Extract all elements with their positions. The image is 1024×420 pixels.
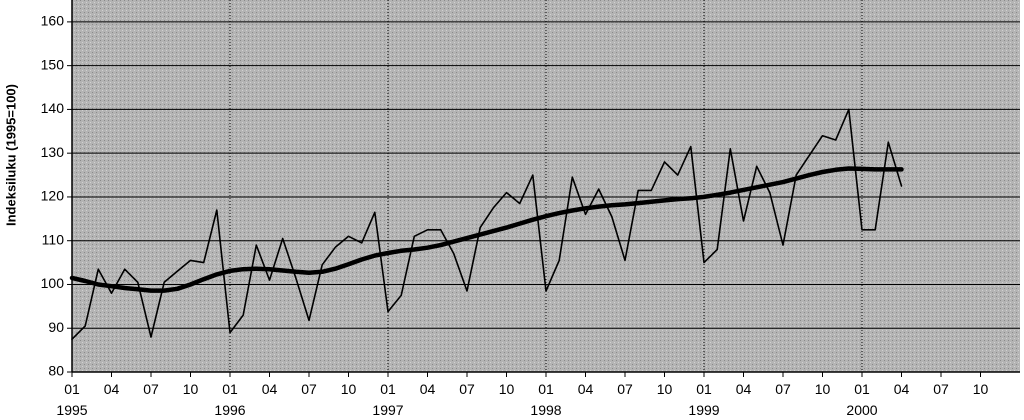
x-tick-label: 04: [420, 381, 436, 397]
x-tick-label: 04: [262, 381, 278, 397]
x-tick-label: 07: [933, 381, 949, 397]
y-tick-label: 160: [41, 13, 65, 29]
x-tick-label: 01: [696, 381, 712, 397]
x-year-label: 2000: [846, 402, 877, 418]
y-axis-label: Indeksiluku (1995=100): [3, 84, 18, 226]
x-year-label: 1996: [214, 402, 245, 418]
x-tick-label: 10: [499, 381, 515, 397]
x-year-label: 1998: [530, 402, 561, 418]
x-tick-label: 10: [183, 381, 199, 397]
x-tick-label: 04: [578, 381, 594, 397]
x-tick-label: 01: [538, 381, 554, 397]
x-tick-label: 07: [459, 381, 475, 397]
x-tick-label: 10: [973, 381, 989, 397]
x-tick-label: 01: [380, 381, 396, 397]
series-line-trend: [69, 166, 904, 293]
x-tick-label: 01: [222, 381, 238, 397]
x-tick-label: 01: [854, 381, 870, 397]
x-year-label: 1997: [372, 402, 403, 418]
y-tick-label: 120: [41, 188, 65, 204]
y-tick-label: 140: [41, 100, 65, 116]
x-tick-label: 04: [736, 381, 752, 397]
x-tick-label: 07: [301, 381, 317, 397]
y-tick-label: 150: [41, 56, 65, 72]
x-tick-label: 01: [64, 381, 80, 397]
x-tick-label: 04: [104, 381, 120, 397]
x-tick-label: 07: [617, 381, 633, 397]
series-line-index: [71, 108, 903, 341]
y-tick-label: 130: [41, 144, 65, 160]
x-year-label: 1999: [688, 402, 719, 418]
y-tick-label: 80: [48, 363, 64, 379]
y-tick-label: 100: [41, 275, 65, 291]
x-tick-label: 10: [341, 381, 357, 397]
x-tick-label: 07: [143, 381, 159, 397]
y-tick-label: 110: [42, 231, 65, 247]
x-tick-label: 07: [775, 381, 791, 397]
x-year-label: 1995: [56, 402, 87, 418]
y-tick-label: 90: [48, 319, 64, 335]
x-tick-label: 04: [894, 381, 910, 397]
x-tick-label: 10: [657, 381, 673, 397]
x-tick-label: 10: [815, 381, 831, 397]
